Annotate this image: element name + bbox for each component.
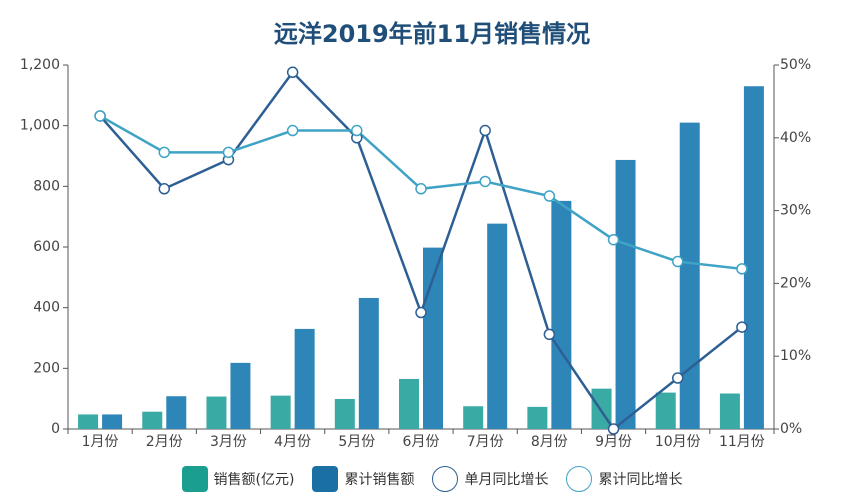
bar-cumulative-sales <box>166 396 187 429</box>
point-monthly-yoy <box>671 372 684 384</box>
y-left-tick-label: 200 <box>33 360 60 376</box>
x-tick-label: 6月份 <box>403 434 440 450</box>
legend-label-monthly-yoy: 单月同比增长 <box>464 472 549 488</box>
bar-cumulative-sales <box>615 159 636 429</box>
y-left-tick-label: 400 <box>33 300 60 316</box>
y-right-tick-label: 30% <box>780 203 811 219</box>
bar-sales <box>399 378 419 429</box>
y-right-tick-label: 0% <box>780 421 802 437</box>
legend-swatch-cumulative-yoy <box>566 466 593 492</box>
point-cumulative-yoy <box>222 146 235 159</box>
x-tick-label: 4月份 <box>274 434 311 450</box>
x-tick-label: 5月份 <box>338 434 375 450</box>
point-cumulative-yoy <box>543 190 556 202</box>
point-cumulative-yoy <box>158 146 171 159</box>
x-tick-label: 10月份 <box>655 434 701 450</box>
x-tick-label: 1月份 <box>82 434 119 450</box>
chart-legend: 销售额(亿元) 累计销售额 单月同比增长 累计同比增长 <box>0 466 864 492</box>
legend-swatch-monthly-yoy <box>432 466 459 492</box>
bar-sales <box>78 414 99 429</box>
y-right-tick-label: 40% <box>780 130 811 146</box>
bar-sales <box>334 398 355 429</box>
legend-item-monthly-yoy[interactable]: 单月同比增长 <box>432 466 548 492</box>
point-monthly-yoy <box>158 183 171 195</box>
bar-cumulative-sales <box>358 297 379 429</box>
bar-cumulative-sales <box>743 86 764 429</box>
bar-cumulative-sales <box>230 362 251 429</box>
point-cumulative-yoy <box>94 110 106 122</box>
y-left-tick-label: 600 <box>33 239 60 255</box>
y-left-tick-label: 1,000 <box>20 118 60 134</box>
y-right-tick-label: 50% <box>780 57 811 73</box>
y-left-tick-label: 0 <box>51 421 60 437</box>
point-monthly-yoy <box>543 328 556 341</box>
x-tick-label: 8月份 <box>531 434 568 450</box>
point-monthly-yoy <box>479 124 491 137</box>
point-cumulative-yoy <box>671 255 684 268</box>
point-monthly-yoy <box>286 66 299 79</box>
bar-sales <box>463 406 484 429</box>
bar-sales <box>655 392 676 429</box>
legend-label-sales: 销售额(亿元) <box>213 472 295 488</box>
x-tick-label: 7月份 <box>467 434 504 450</box>
y-left-tick-label: 1,200 <box>20 57 60 73</box>
x-tick-label: 9月份 <box>595 434 632 450</box>
bar-sales <box>527 406 548 429</box>
y-right-tick-label: 20% <box>780 275 811 291</box>
chart-title: 远洋2019年前11月销售情况 <box>273 20 591 48</box>
point-monthly-yoy <box>607 423 620 435</box>
legend-item-cumulative-yoy[interactable]: 累计同比增长 <box>566 466 682 492</box>
legend-label-cumulative-sales: 累计销售额 <box>344 472 415 488</box>
chart-plot: 0 200 400 600 800 1,000 1,200 0% 10% 20% 30% 40% 50%… <box>20 57 811 450</box>
bar-sales <box>719 393 740 429</box>
bar-cumulative-sales <box>294 328 315 429</box>
point-cumulative-yoy <box>607 233 620 246</box>
legend-swatch-sales <box>181 466 208 492</box>
point-cumulative-yoy <box>415 183 427 195</box>
bar-cumulative-sales <box>551 200 572 429</box>
y-left-tick-label: 800 <box>33 178 60 194</box>
bar-sales <box>206 396 227 429</box>
legend-item-sales[interactable]: 销售额(亿元) <box>181 466 295 492</box>
bar-cumulative-sales <box>487 223 508 429</box>
legend-item-cumulative-sales[interactable]: 累计销售额 <box>312 466 414 492</box>
legend-label-cumulative-yoy: 累计同比增长 <box>598 472 683 488</box>
x-tick-label: 2月份 <box>146 434 183 450</box>
point-monthly-yoy <box>415 306 427 319</box>
x-tick-label: 3月份 <box>210 434 247 450</box>
bar-sales <box>142 411 163 429</box>
point-cumulative-yoy <box>736 263 748 275</box>
x-tick-label: 11月份 <box>719 434 765 450</box>
point-cumulative-yoy <box>286 124 299 137</box>
point-cumulative-yoy <box>351 124 363 137</box>
point-monthly-yoy <box>736 321 748 333</box>
legend-swatch-cumulative-sales <box>312 466 339 492</box>
bar-cumulative-sales <box>679 122 700 429</box>
bar-cumulative-sales <box>102 414 123 429</box>
bar-sales <box>270 395 291 429</box>
point-cumulative-yoy <box>479 175 491 188</box>
y-right-tick-label: 10% <box>780 348 811 364</box>
